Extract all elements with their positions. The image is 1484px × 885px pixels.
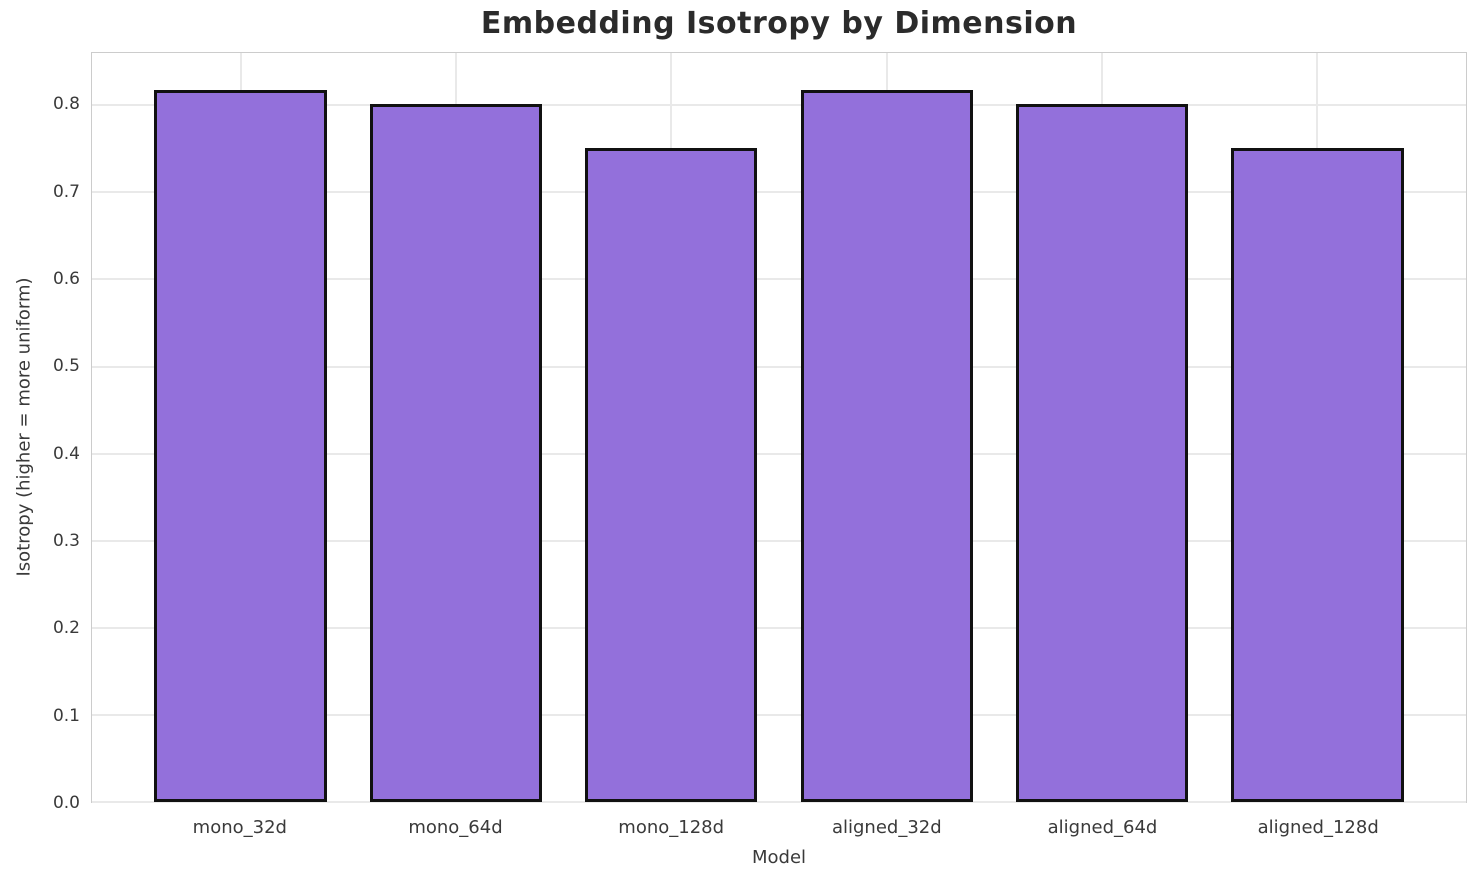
- bar-aligned_32d: [800, 89, 973, 802]
- plot-area: [91, 52, 1467, 803]
- x-tick-label: aligned_32d: [831, 817, 942, 838]
- y-tick-label: 0.0: [52, 793, 80, 813]
- y-tick-label: 0.7: [52, 181, 80, 202]
- gridline-horizontal: [92, 801, 1466, 803]
- gridline-horizontal: [92, 452, 1466, 455]
- gridline-horizontal: [92, 278, 1466, 281]
- x-tick-label: aligned_128d: [1257, 817, 1379, 838]
- bar-mono_128d: [585, 147, 758, 802]
- x-tick-label: mono_64d: [408, 817, 503, 838]
- y-tick-label: 0.1: [52, 705, 80, 726]
- chart-title: Embedding Isotropy by Dimension: [480, 6, 1078, 41]
- gridline-horizontal: [92, 191, 1466, 194]
- y-tick-label: 0.3: [52, 531, 80, 552]
- bar-aligned_128d: [1231, 147, 1404, 802]
- gridline-horizontal: [92, 713, 1466, 716]
- x-tick-label: aligned_64d: [1047, 817, 1158, 838]
- x-tick-label: mono_128d: [618, 817, 725, 838]
- y-tick-label: 0.5: [52, 356, 80, 377]
- gridline-horizontal: [92, 539, 1466, 542]
- y-tick-label: 0.8: [52, 94, 80, 115]
- bar-aligned_64d: [1015, 104, 1189, 802]
- bar-mono_32d: [154, 89, 327, 802]
- bar-mono_64d: [369, 104, 543, 802]
- y-tick-label: 0.4: [52, 443, 80, 464]
- x-axis-label: Model: [751, 847, 807, 868]
- x-tick-label: mono_32d: [192, 817, 287, 838]
- y-tick-label: 0.6: [52, 269, 80, 290]
- gridline-horizontal: [92, 626, 1466, 629]
- gridline-horizontal: [92, 104, 1466, 107]
- gridline-horizontal: [92, 365, 1466, 368]
- y-tick-label: 0.2: [52, 618, 80, 639]
